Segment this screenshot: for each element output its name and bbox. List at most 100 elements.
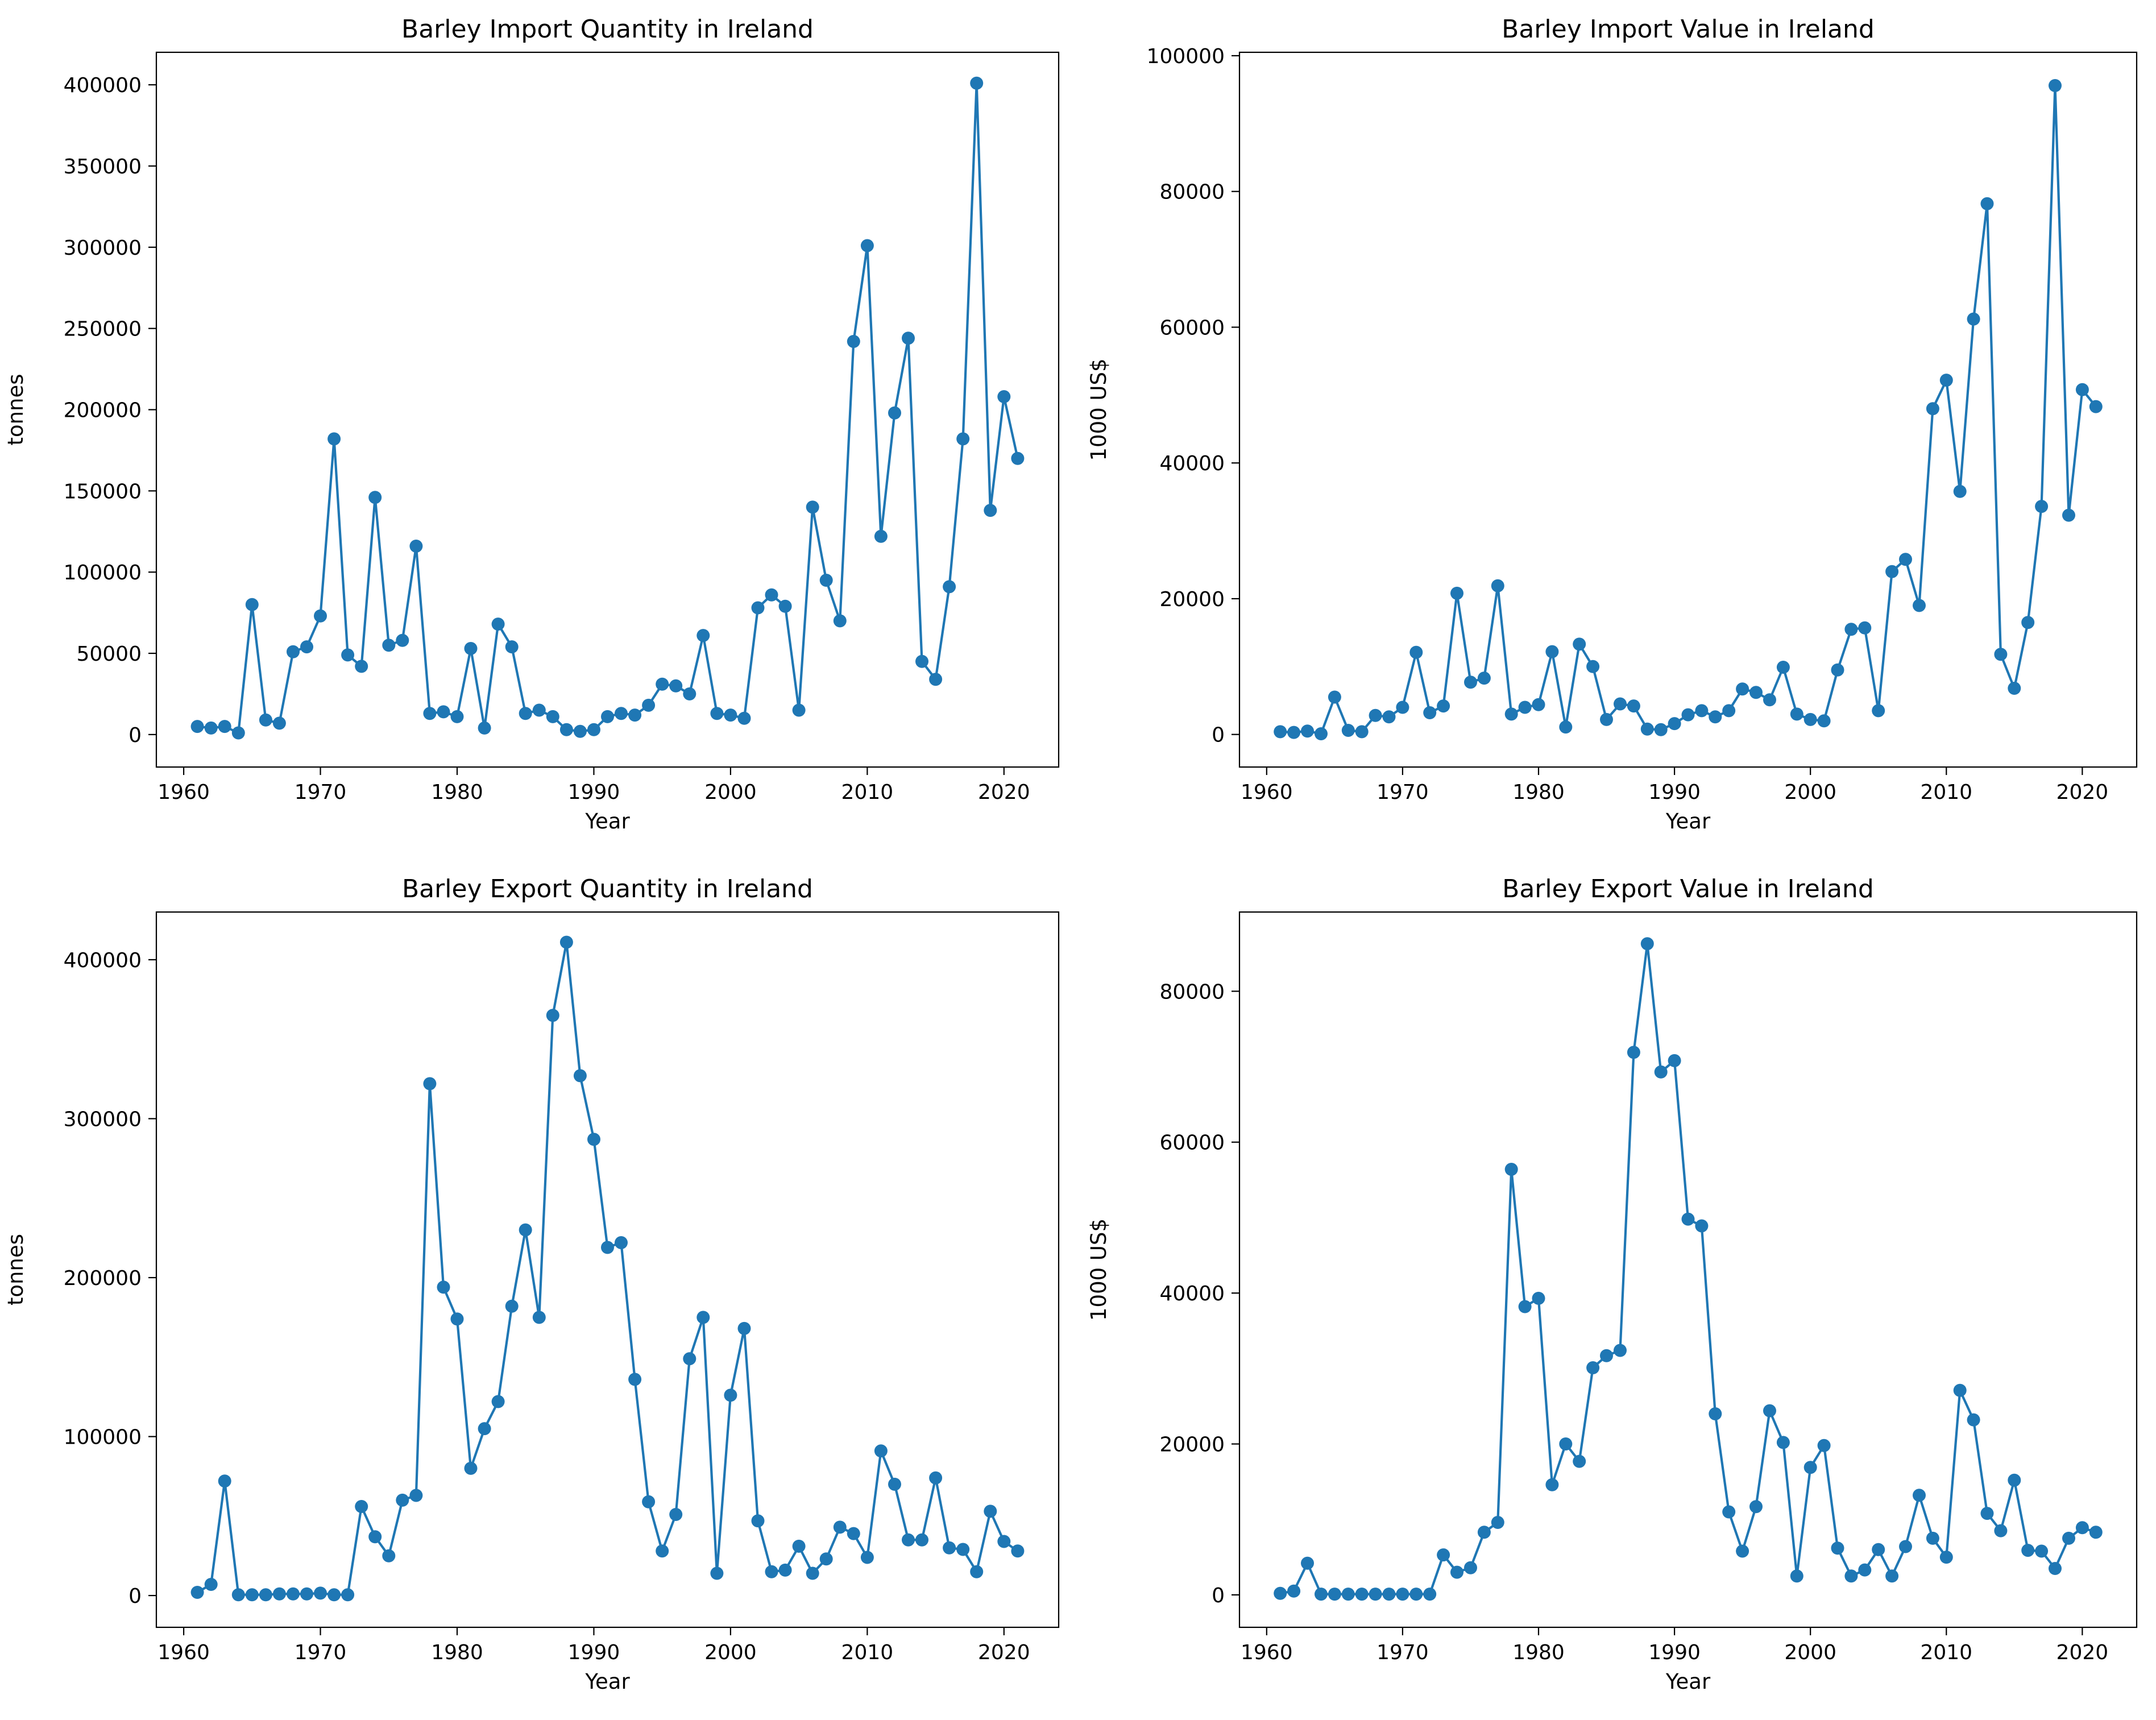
data-point: [847, 335, 860, 348]
x-tick-label: 1990: [1648, 781, 1701, 804]
data-point: [1450, 1565, 1463, 1579]
x-tick-label: 2000: [1784, 781, 1836, 804]
x-tick-label: 1960: [1241, 781, 1293, 804]
data-point: [710, 1566, 724, 1580]
data-point: [956, 432, 970, 446]
data-point: [1654, 1065, 1668, 1079]
data-point: [902, 1533, 915, 1547]
x-tick-label: 1980: [1512, 1641, 1565, 1664]
data-point: [1817, 714, 1831, 728]
data-point: [1559, 720, 1573, 734]
data-point: [2049, 79, 2062, 92]
data-point: [1899, 1540, 1912, 1553]
data-point: [615, 1236, 628, 1249]
data-point: [1627, 699, 1640, 713]
data-point: [1274, 725, 1287, 739]
data-point: [1315, 727, 1328, 740]
data-point: [2075, 383, 2089, 396]
data-point: [532, 1311, 546, 1324]
x-tick-label: 1970: [295, 781, 347, 804]
x-tick-label: 1970: [295, 1641, 347, 1664]
y-tick-label: 300000: [64, 237, 142, 260]
data-point: [464, 642, 478, 655]
data-point: [1532, 698, 1545, 711]
data-point: [628, 708, 642, 722]
data-point: [819, 1552, 833, 1566]
data-point: [1355, 1588, 1369, 1601]
data-point: [1858, 621, 1872, 635]
data-point: [2062, 508, 2075, 522]
data-point: [314, 1586, 327, 1600]
data-point: [1803, 712, 1817, 726]
data-point: [1885, 565, 1899, 578]
data-point: [204, 721, 218, 735]
data-point: [1939, 1551, 1953, 1564]
data-point: [2008, 682, 2021, 695]
data-point: [505, 640, 519, 654]
data-point: [355, 660, 368, 673]
data-point: [2021, 616, 2035, 629]
y-tick-label: 150000: [64, 480, 142, 503]
data-point: [943, 580, 956, 594]
data-point: [1600, 1349, 1613, 1362]
data-point: [1437, 699, 1450, 713]
x-tick-label: 2010: [1920, 781, 1972, 804]
data-point: [1885, 1569, 1899, 1583]
data-point: [1736, 682, 1749, 696]
series-line: [1279, 942, 2097, 1595]
data-point: [1709, 1407, 1722, 1420]
x-tick-label: 2010: [1920, 1641, 1972, 1664]
data-point: [287, 1587, 300, 1601]
data-point: [1341, 724, 1355, 737]
x-axis-label: Year: [584, 809, 630, 834]
data-point: [1573, 1454, 1586, 1468]
x-tick-label: 2000: [704, 1641, 757, 1664]
data-point: [1423, 1588, 1437, 1601]
y-tick-label: 100000: [64, 561, 142, 585]
x-tick-label: 2020: [2057, 1641, 2109, 1664]
data-point: [396, 633, 409, 647]
data-point: [1994, 648, 2008, 661]
y-tick-label: 200000: [64, 399, 142, 422]
data-point: [943, 1541, 956, 1555]
data-point: [2075, 1521, 2089, 1535]
data-point: [491, 1395, 505, 1408]
data-point: [1681, 1212, 1695, 1226]
x-tick-label: 1960: [157, 781, 210, 804]
data-point: [1287, 726, 1301, 739]
data-point: [437, 1280, 450, 1294]
data-point: [874, 529, 888, 543]
data-point: [314, 609, 327, 623]
y-tick-label: 60000: [1159, 316, 1225, 339]
data-point: [1011, 1544, 1025, 1558]
data-point: [382, 1549, 396, 1562]
data-point: [2089, 400, 2103, 413]
x-tick-label: 1980: [1512, 781, 1565, 804]
data-point: [1763, 693, 1776, 707]
data-point: [888, 406, 901, 420]
data-point: [710, 707, 724, 720]
data-point: [1844, 1569, 1858, 1583]
data-point: [984, 504, 997, 517]
y-axis-label: tonnes: [3, 374, 28, 445]
data-point: [1369, 708, 1382, 722]
data-point: [1939, 374, 1953, 387]
data-point: [245, 1588, 259, 1602]
x-tick-label: 1970: [1376, 1641, 1429, 1664]
data-point: [751, 601, 765, 615]
data-point: [1011, 451, 1025, 465]
data-point: [231, 726, 245, 740]
data-point: [2062, 1531, 2075, 1545]
data-point: [573, 1069, 587, 1083]
data-point: [1504, 1163, 1518, 1176]
data-point: [1681, 708, 1695, 722]
data-point: [1858, 1563, 1872, 1577]
data-point: [1382, 710, 1396, 724]
data-point: [1518, 1300, 1532, 1313]
x-axis-label: Year: [584, 1669, 630, 1694]
data-point: [1464, 1561, 1477, 1574]
data-point: [1614, 697, 1627, 711]
y-tick-label: 0: [1212, 724, 1225, 747]
y-axis-label: 1000 US$: [1087, 1218, 1111, 1321]
y-tick-label: 80000: [1159, 181, 1225, 204]
